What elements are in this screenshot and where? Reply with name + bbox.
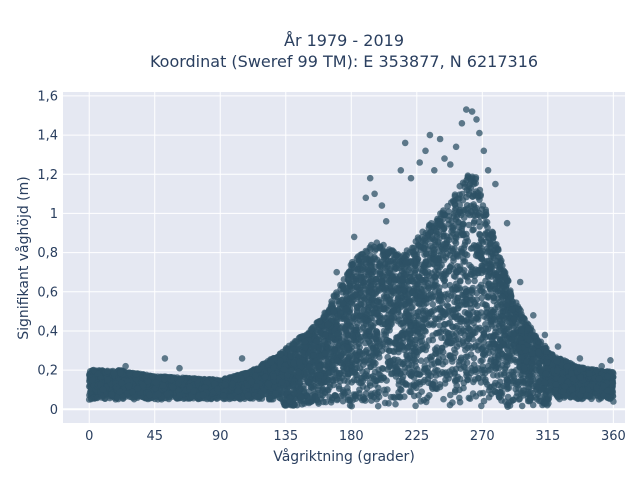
data-point xyxy=(447,391,454,399)
data-point xyxy=(479,300,487,308)
data-point xyxy=(492,325,499,332)
data-point xyxy=(469,390,477,397)
data-point xyxy=(435,289,443,297)
data-point xyxy=(478,402,485,410)
data-point xyxy=(471,277,478,285)
data-point xyxy=(451,388,459,396)
data-point xyxy=(464,310,471,318)
data-point xyxy=(477,213,484,220)
data-point xyxy=(477,357,485,365)
data-point xyxy=(465,394,473,402)
data-point xyxy=(344,378,352,386)
data-point xyxy=(440,325,447,333)
data-point xyxy=(535,359,543,367)
data-point xyxy=(476,390,484,397)
data-point xyxy=(356,351,364,358)
data-point xyxy=(339,397,347,405)
data-point xyxy=(392,400,399,408)
data-point xyxy=(419,228,426,236)
data-point xyxy=(412,402,419,410)
data-point xyxy=(374,402,382,410)
data-point xyxy=(398,386,405,394)
data-point xyxy=(468,344,475,352)
data-points xyxy=(85,106,617,411)
data-point xyxy=(366,379,374,387)
data-point xyxy=(429,301,437,308)
data-point xyxy=(422,328,429,335)
data-point xyxy=(418,388,426,396)
data-point xyxy=(440,395,447,403)
data-point xyxy=(380,327,388,335)
data-point xyxy=(361,333,368,340)
data-point xyxy=(478,294,486,302)
data-point xyxy=(384,386,391,393)
data-point xyxy=(433,344,441,351)
data-point xyxy=(434,367,441,374)
data-point xyxy=(483,211,490,218)
data-point xyxy=(449,399,456,406)
data-point xyxy=(464,278,472,285)
data-point xyxy=(490,371,497,379)
data-point xyxy=(417,357,425,365)
data-point xyxy=(460,384,467,392)
data-point xyxy=(518,402,526,410)
